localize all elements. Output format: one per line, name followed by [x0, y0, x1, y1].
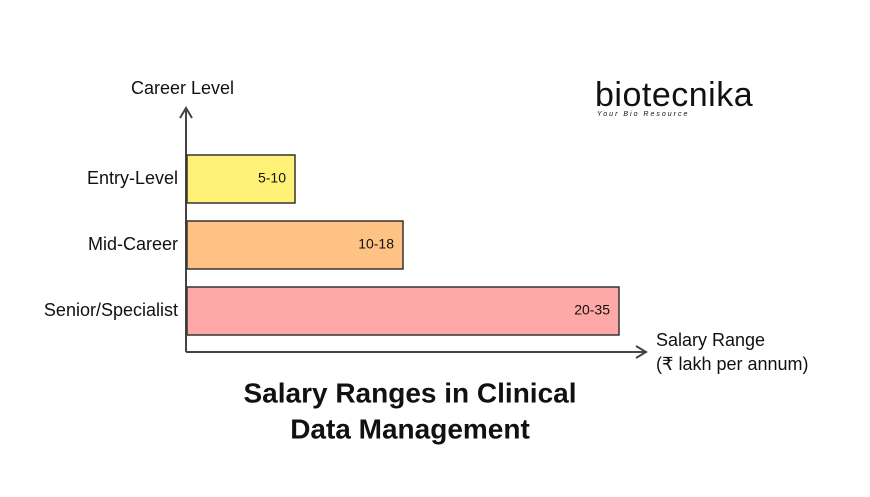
- bar: [186, 286, 620, 336]
- logo-name: biotecnika: [595, 76, 753, 114]
- bar: [186, 154, 296, 204]
- range-label: 5-10: [258, 170, 286, 186]
- row-label: Mid-Career: [88, 234, 178, 254]
- rows: Entry-Level 5-10 Mid-Career 10-18 Senior/Spe…: [44, 154, 620, 336]
- logo-tagline: Your Bio Resource: [597, 111, 689, 118]
- x-axis-label: Salary Range: [656, 330, 765, 350]
- range-label: 20-35: [574, 302, 610, 318]
- row-label: Senior/Specialist: [44, 300, 178, 320]
- y-axis-label: Career Level: [131, 78, 234, 98]
- title: Data Management: [290, 413, 530, 444]
- row-label: Entry-Level: [87, 168, 178, 188]
- bar: [186, 220, 404, 270]
- y-arrow: [179, 106, 193, 119]
- x-axis-label: (₹ lakh per annum): [656, 354, 809, 374]
- x-arrow: [635, 345, 648, 359]
- title: Salary Ranges in Clinical: [243, 377, 576, 408]
- range-label: 10-18: [358, 236, 394, 252]
